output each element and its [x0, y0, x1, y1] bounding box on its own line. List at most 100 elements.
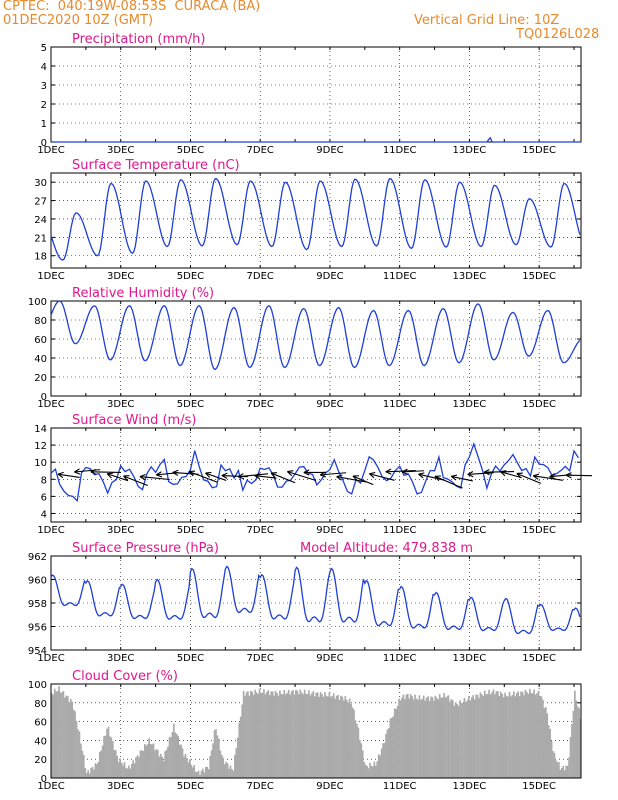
cloud-bar [257, 693, 259, 778]
cloud-bar [411, 696, 413, 778]
cloud-bar [289, 694, 291, 778]
cloud-bar [510, 696, 512, 778]
cloud-bar [562, 765, 565, 778]
wind-arrow-head [205, 471, 212, 478]
cloud-bar [104, 735, 107, 778]
cloud-bar [220, 754, 223, 778]
wind-arrow [320, 472, 347, 476]
wind-arrow-head [123, 475, 130, 481]
cloud-bar [143, 743, 146, 778]
cloud-bar [540, 696, 543, 778]
cloud-bar [408, 698, 411, 778]
cloud-bar [376, 761, 379, 778]
cloud-bar [55, 691, 58, 778]
cloud-bar [363, 762, 366, 778]
cloud-bar [386, 729, 389, 778]
cloud-bar [543, 707, 546, 778]
cloud-bar [546, 713, 549, 778]
wind-arrow-head [385, 468, 392, 475]
cloud-bar [347, 702, 350, 778]
cloud-bar [415, 698, 418, 778]
cloud-bar [334, 698, 336, 778]
cloud-bar [498, 695, 501, 778]
cloud-bar [504, 692, 506, 778]
cloud-bar [81, 750, 84, 778]
wind-arrow-head [549, 473, 556, 480]
wind-arrow [205, 472, 227, 481]
cloud-bar [364, 764, 367, 778]
cloud-bar [284, 694, 287, 778]
x-tick-label: 15DEC [522, 145, 556, 156]
y-tick-label: 60 [34, 718, 47, 729]
cloud-bar [205, 766, 207, 778]
cloud-bar [533, 689, 535, 778]
cloud-bar [164, 751, 166, 778]
cloud-bar [508, 691, 511, 778]
cloud-bar [300, 692, 303, 778]
y-tick-label: 18 [34, 252, 47, 263]
cloud-bar [87, 769, 89, 778]
cloud-bar [200, 770, 203, 778]
cloud-bar [463, 698, 466, 778]
cloud-bar [263, 689, 265, 778]
x-tick-label: 3DEC [107, 653, 134, 664]
precip-title: Precipitation (mm/h) [72, 32, 205, 47]
cloud-bar [556, 762, 559, 778]
cloud-bar [537, 690, 540, 778]
cloud-bar [335, 695, 338, 778]
x-tick-label: 5DEC [177, 271, 204, 282]
cloud-bar [434, 695, 437, 778]
cloud-bar [277, 695, 280, 778]
cloud-bar [252, 694, 255, 778]
wind-arrow [287, 471, 317, 482]
cloud-bar [255, 692, 258, 778]
cloud-bar [244, 695, 246, 778]
cloud-bar [109, 736, 111, 778]
wind-arrow [188, 471, 218, 483]
wind-arrow-head [188, 470, 196, 477]
wind-arrow-head [106, 472, 114, 479]
cloud-bar [68, 702, 71, 778]
y-tick-label: 4 [41, 62, 47, 73]
cloud-bar [303, 689, 306, 778]
wind-arrow [106, 473, 129, 482]
rh-title: Relative Humidity (%) [72, 286, 214, 301]
wind-arrow [336, 476, 367, 483]
x-tick-label: 9DEC [316, 781, 343, 792]
cloud-bar [337, 694, 339, 778]
cloud-bar [266, 692, 268, 778]
cloud-bar [499, 691, 502, 778]
cloud-bar [161, 756, 164, 778]
cloud-bar [571, 724, 573, 778]
wind-arrow-head [156, 471, 163, 478]
cloud-title: Cloud Cover (%) [72, 669, 178, 684]
wind-arrow-head [532, 473, 540, 480]
cloud-bar [406, 693, 409, 778]
cloud-bar [97, 761, 100, 778]
x-tick-label: 13DEC [453, 271, 487, 282]
cloud-bar [553, 752, 556, 778]
cloud-bar [353, 709, 355, 778]
cloud-bar [388, 728, 390, 778]
y-tick-label: 1 [41, 119, 47, 130]
cloud-bar [444, 697, 447, 778]
cloud-bar [578, 708, 581, 778]
cloud-bar [483, 690, 486, 778]
cloud-bar [69, 698, 72, 778]
cloud-bar [125, 767, 127, 778]
cloud-bar [139, 750, 142, 778]
cloud-bar [524, 689, 527, 778]
x-tick-label: 1DEC [37, 399, 64, 410]
cloud-bar [472, 695, 474, 778]
cloud-bar [308, 690, 310, 778]
cloud-bar [260, 692, 262, 778]
cloud-bar [569, 736, 572, 778]
cloud-bar [302, 694, 304, 778]
cloud-bar [120, 762, 123, 778]
cloud-bar [398, 698, 400, 778]
x-tick-label: 9DEC [316, 653, 343, 664]
cloud-bar [90, 768, 92, 778]
cloud-bar [560, 768, 563, 778]
cloud-bar [315, 692, 318, 778]
cloud-bar [235, 747, 238, 778]
